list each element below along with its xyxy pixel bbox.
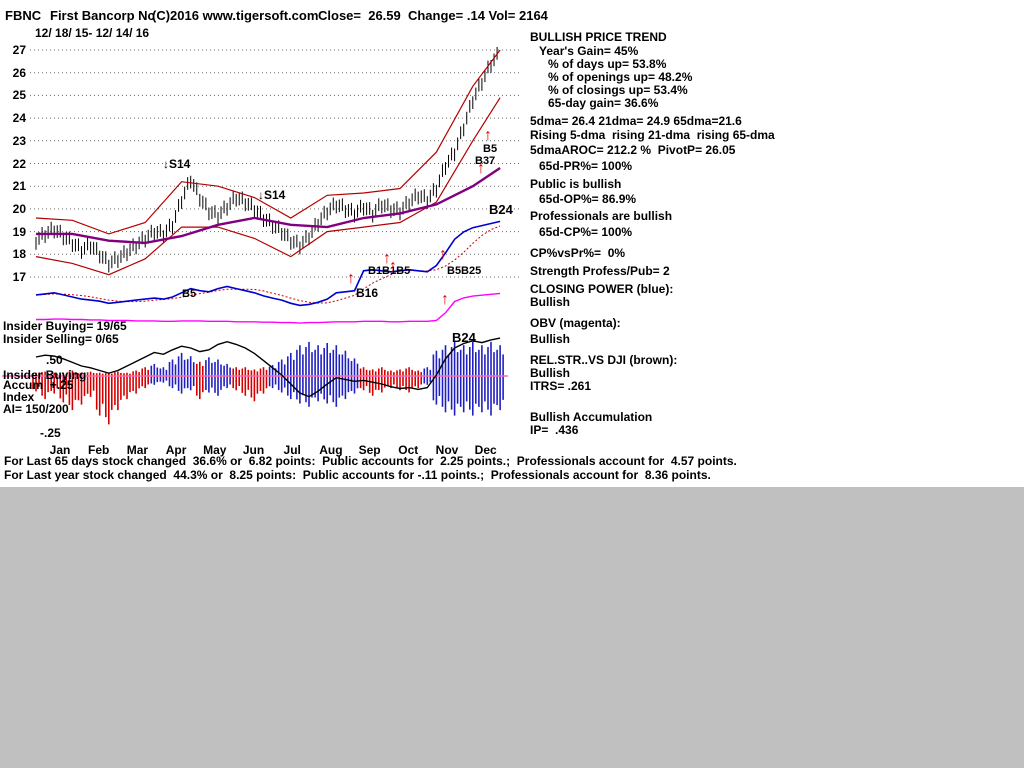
analysis-line-14: CP%vsPr%= 0%: [530, 246, 626, 260]
analysis-line-9: 65d-PR%= 100%: [539, 159, 633, 173]
price-axis-label: 20: [12, 201, 26, 216]
closing-power-ma-line: [35, 225, 501, 304]
analysis-line-21: Bullish: [530, 366, 571, 380]
obv-line: [36, 292, 501, 324]
indicator-label-4: Accum +.25: [3, 378, 74, 392]
indicator-label-5: Index: [3, 390, 35, 404]
indicator-label-2: .50: [46, 353, 63, 367]
signal-label-s14: ↓S14: [163, 157, 191, 171]
summary-line-year: For Last year stock changed 44.3% or 8.2…: [4, 468, 711, 482]
month-label-aug: Aug: [319, 443, 343, 457]
signal-label-s14: ↓S14: [258, 188, 286, 202]
analysis-line-12: Professionals are bullish: [530, 209, 673, 223]
month-label-mar: Mar: [126, 443, 149, 457]
buy-arrow-icon: ↑: [477, 160, 485, 177]
analysis-line-7: Rising 5-dma rising 21-dma rising 65-dma: [530, 128, 775, 142]
signal-label-b16: B16: [356, 286, 379, 300]
price-axis-label: 24: [12, 111, 26, 126]
buy-arrow-icon: ↑: [484, 127, 492, 144]
analysis-line-8: 5dmaAROC= 212.2 % PivotP= 26.05: [530, 143, 736, 157]
month-label-nov: Nov: [435, 443, 459, 457]
month-label-jan: Jan: [49, 443, 71, 457]
month-label-dec: Dec: [474, 443, 497, 457]
price-axis-label: 25: [12, 88, 26, 103]
analysis-line-6: 5dma= 26.4 21dma= 24.9 65dma=21.6: [530, 114, 742, 128]
price-axis-label: 18: [12, 247, 26, 262]
price-axis-label: 17: [12, 270, 26, 284]
copyright-text: (C)2016 www.tigersoft.com: [152, 8, 319, 23]
analysis-line-23: Bullish Accumulation: [530, 410, 653, 424]
company-name: First Bancorp Nc: [50, 8, 155, 23]
analysis-line-13: 65d-CP%= 100%: [539, 225, 633, 239]
analysis-line-4: % of closings up= 53.4%: [548, 83, 688, 97]
signal-label-b5: B5: [182, 288, 197, 300]
analysis-line-20: REL.STR..VS DJI (brown):: [530, 353, 678, 367]
analysis-line-11: 65d-OP%= 86.9%: [539, 192, 637, 206]
signal-label-b37: B37: [475, 155, 496, 167]
buy-arrow-icon: ↑: [389, 258, 397, 275]
rel-strength-line: [35, 337, 501, 398]
buy-arrow-icon: ↑: [383, 250, 391, 267]
month-label-jul: Jul: [283, 443, 301, 457]
quote-stats: Close= 26.59 Change= .14 Vol= 2164: [318, 8, 548, 23]
analysis-line-19: Bullish: [530, 332, 571, 346]
month-label-feb: Feb: [88, 443, 110, 457]
indicator-label-6: AI= 150/200: [3, 402, 69, 416]
signal-label-b1b1b5: B1B1B5: [368, 265, 411, 277]
analysis-line-18: OBV (magenta):: [530, 316, 621, 330]
price-axis-label: 27: [12, 43, 26, 57]
signal-label-b24: B24: [452, 330, 476, 345]
analysis-line-16: CLOSING POWER (blue):: [530, 282, 674, 296]
month-label-jun: Jun: [242, 443, 265, 457]
summary-line-65day: For Last 65 days stock changed 36.6% or …: [4, 454, 737, 468]
indicator-label-7: -.25: [40, 426, 61, 440]
analysis-line-17: Bullish: [530, 295, 571, 309]
analysis-line-15: Strength Profess/Pub= 2: [530, 264, 670, 278]
indicator-label-0: Insider Buying= 19/65: [3, 319, 127, 333]
indicator-label-3: Insider Buying: [3, 368, 87, 382]
closing-power-line: [35, 220, 501, 307]
buy-arrow-icon: ↑: [441, 291, 449, 308]
price-axis-label: 21: [12, 179, 26, 194]
price-axis-label: 23: [12, 133, 26, 148]
analysis-line-5: 65-day gain= 36.6%: [548, 96, 659, 110]
buy-arrow-icon: ↑: [347, 270, 355, 287]
month-label-oct: Oct: [398, 443, 419, 457]
indicator-label-1: Insider Selling= 0/65: [3, 332, 119, 346]
month-label-apr: Apr: [165, 443, 187, 457]
signal-label-b24: B24: [489, 202, 513, 217]
analysis-line-1: Year's Gain= 45%: [539, 44, 639, 58]
analysis-line-3: % of openings up= 48.2%: [548, 70, 693, 84]
signal-label-b5b25: B5B25: [447, 265, 482, 277]
date-range: 12/ 18/ 15- 12/ 14/ 16: [35, 26, 150, 40]
month-label-sep: Sep: [358, 443, 381, 457]
ma65-line: [36, 167, 501, 245]
month-label-may: May: [203, 443, 227, 457]
analysis-line-0: BULLISH PRICE TREND: [530, 30, 667, 44]
analysis-line-2: % of days up= 53.8%: [548, 57, 667, 71]
signal-label-b5: B5: [483, 143, 498, 155]
analysis-line-10: Public is bullish: [530, 177, 622, 191]
ticker-symbol: FBNC: [5, 8, 42, 23]
buy-arrow-icon: ↑: [439, 246, 447, 263]
price-axis-label: 26: [12, 65, 26, 80]
analysis-line-22: ITRS= .261: [530, 379, 592, 393]
analysis-line-24: IP= .436: [530, 423, 579, 437]
price-axis-label: 19: [12, 224, 26, 239]
empty-gray-panel: [0, 487, 1024, 768]
price-axis-label: 22: [12, 156, 26, 171]
upper-band-line: [35, 49, 501, 235]
